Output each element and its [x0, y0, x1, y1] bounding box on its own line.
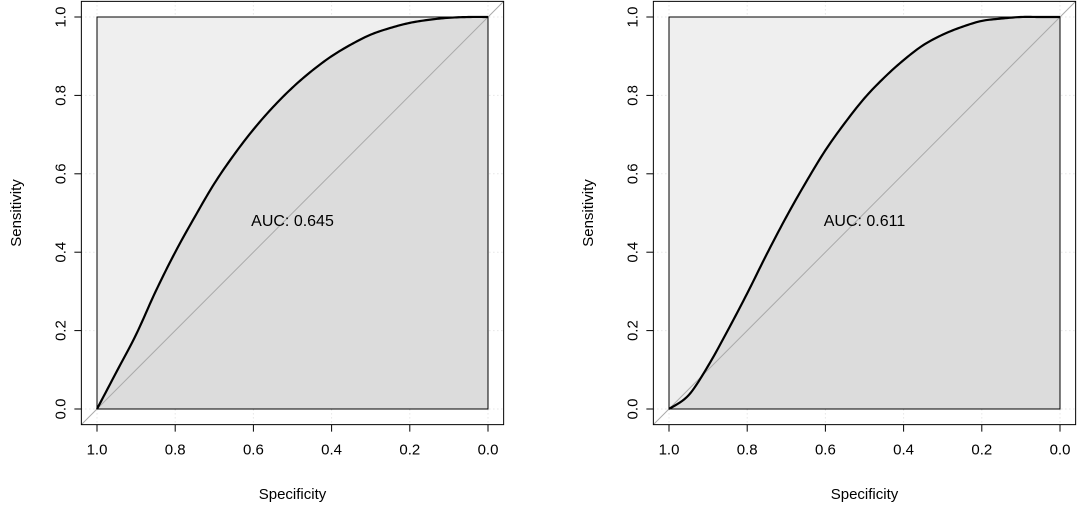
y-tick-label: 0.2 — [624, 320, 641, 341]
x-tick-label: 0.6 — [815, 442, 836, 459]
x-tick-label: 0.2 — [399, 442, 420, 459]
plot-frame — [96, 16, 489, 410]
x-tick-label: 0.6 — [243, 442, 264, 459]
y-axis-title: Sensitivity — [580, 179, 597, 247]
auc-annotation: AUC: 0.611 — [824, 213, 906, 230]
x-tick-label: 0.8 — [737, 442, 758, 459]
y-tick-label: 0.4 — [624, 242, 641, 263]
y-tick-label: 1.0 — [52, 7, 69, 28]
y-tick-label: 0.8 — [624, 85, 641, 106]
y-tick-label: 0.4 — [52, 242, 69, 263]
x-axis: 1.0 0.8 0.6 0.4 0.2 0.0 — [659, 424, 1071, 459]
y-tick-label: 0.0 — [624, 399, 641, 420]
y-tick-label: 0.2 — [52, 320, 69, 341]
plot-region-box — [652, 0, 1077, 426]
chance-diagonal — [81, 1, 504, 425]
roc-curve — [668, 15, 1060, 410]
y-tick-label: 0.0 — [52, 399, 69, 420]
x-tick-label: 0.4 — [893, 442, 914, 459]
roc-curve — [96, 15, 488, 410]
y-axis: 0.0 0.2 0.4 0.6 0.8 1.0 — [52, 7, 82, 420]
y-axis-title: Sensitivity — [8, 179, 25, 247]
y-tick-label: 0.6 — [52, 163, 69, 184]
chance-diagonal — [653, 1, 1076, 425]
x-tick-label: 1.0 — [659, 442, 680, 459]
x-tick-label: 1.0 — [87, 442, 108, 459]
x-tick-label: 0.8 — [165, 442, 186, 459]
roc-chart-right: 1.0 0.8 0.6 0.4 0.2 0.0 0.0 0.2 0.4 0.6 0.8 1.0 Sp… — [580, 0, 1077, 503]
y-tick-label: 0.6 — [624, 163, 641, 184]
auc-annotation: AUC: 0.645 — [251, 213, 334, 230]
x-axis-title: Specificity — [259, 486, 327, 503]
x-axis-title: Specificity — [831, 486, 899, 503]
x-axis: 1.0 0.8 0.6 0.4 0.2 0.0 — [87, 424, 499, 459]
roc-chart-left: 1.0 0.8 0.6 0.4 0.2 0.0 0.0 0.2 0.4 0.6 0.8 1.0 Sp… — [8, 0, 505, 503]
x-tick-label: 0.0 — [478, 442, 499, 459]
x-tick-label: 0.0 — [1050, 442, 1071, 459]
plot-frame — [668, 16, 1061, 410]
y-tick-label: 1.0 — [624, 7, 641, 28]
x-tick-label: 0.4 — [321, 442, 342, 459]
y-tick-label: 0.8 — [52, 85, 69, 106]
y-axis: 0.0 0.2 0.4 0.6 0.8 1.0 — [624, 7, 654, 420]
plot-region-box — [80, 0, 505, 426]
x-tick-label: 0.2 — [971, 442, 992, 459]
